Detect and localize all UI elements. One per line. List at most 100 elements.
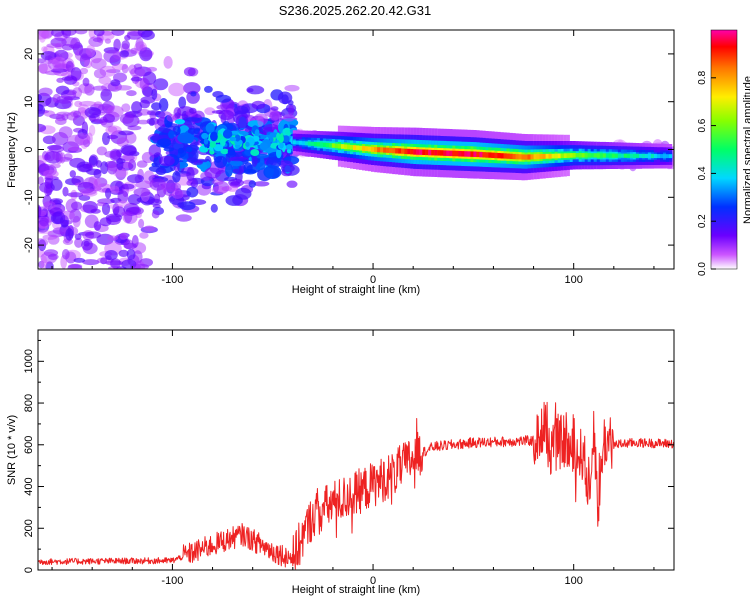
spectrogram-cell: [246, 85, 265, 95]
spectrogram-cell: [213, 144, 224, 152]
spectrogram-signal-cell: [605, 153, 609, 158]
spectrogram-cell: [121, 103, 131, 112]
spectrogram-cell: [78, 83, 93, 94]
spectrogram-cell: [204, 85, 213, 93]
spectrogram-cell: [61, 249, 70, 260]
spectrogram-cell: [43, 169, 59, 179]
spectrogram-cell: [88, 36, 104, 47]
spectrogram-signal-cell: [590, 153, 594, 158]
spectrogram-cell: [106, 69, 121, 74]
spectrogram-signal-cell: [344, 144, 348, 150]
spectrogram-cell: [222, 129, 233, 139]
colorbar-ticks: 0.0 0.2 0.4 0.6 0.8: [697, 70, 716, 276]
spectrogram-cell: [127, 194, 142, 205]
spectrogram-signal-cell: [518, 154, 522, 160]
spectrogram-cell: [67, 264, 83, 269]
spectrogram-signal-cell: [425, 149, 429, 156]
spectrogram-cell: [79, 67, 89, 75]
spectrogram-cell: [269, 110, 280, 121]
spectrogram-signal-cell: [404, 148, 408, 155]
spectrogram-cell: [233, 105, 249, 115]
spectrogram-cell: [38, 30, 47, 43]
spectrogram-cell: [159, 155, 175, 167]
spectrogram-cell: [245, 141, 250, 147]
spectrogram-signal-cell: [362, 146, 366, 151]
spectrogram-signal-cell: [566, 153, 570, 158]
colorbar-tick-label: 0.8: [697, 70, 708, 84]
spectrogram-cell: [118, 130, 134, 136]
spectrogram-signal-cell: [626, 153, 631, 158]
spectrogram-cell: [218, 109, 234, 121]
spectrogram-cell: [96, 146, 108, 156]
spectrogram-cell: [251, 100, 266, 110]
spectrogram-cell: [114, 85, 132, 91]
spectrogram-signal-cell: [611, 153, 615, 158]
spectrogram-cell: [203, 138, 209, 145]
spectrogram-cell: [227, 148, 236, 156]
spectrogram-cell: [171, 189, 184, 199]
spectrogram-cell: [251, 154, 258, 167]
spectrogram-signal-cell: [551, 153, 555, 159]
spectrogram-cell: [74, 48, 92, 62]
spectrogram-signal-cell: [660, 154, 664, 159]
spectrogram-cell: [100, 161, 109, 175]
spectrogram-signal-cell: [422, 149, 426, 155]
spectrogram-cell: [73, 110, 81, 118]
spectrogram-cell: [228, 156, 247, 162]
spectrogram-signal-cell: [666, 154, 670, 159]
spectrogram-image: [38, 30, 674, 269]
spectrogram-signal-cell: [295, 140, 299, 145]
spectrogram-cell: [263, 165, 282, 180]
spectrogram-signal-cell: [584, 153, 588, 158]
spectrogram-cell: [41, 46, 48, 52]
spectrogram-signal-cell: [533, 154, 537, 160]
spectrogram-signal-cell: [398, 148, 402, 154]
spectrogram-cell: [243, 168, 257, 175]
spectrogram-cell: [69, 44, 83, 49]
spectrogram-signal-cell: [530, 154, 534, 160]
spectrogram-signal-cell: [313, 142, 318, 147]
spectrogram-cell: [161, 182, 179, 192]
spectrogram-cell: [186, 157, 199, 163]
spectrogram-cell: [106, 235, 119, 241]
spectrogram-cell: [126, 248, 136, 261]
spectrogram-cell: [38, 104, 46, 117]
spectrogram-cell: [130, 47, 138, 55]
spectrogram-signal-cell: [410, 149, 414, 155]
spectrogram-cell: [153, 78, 169, 91]
spectrogram-cell: [54, 42, 64, 50]
spectrogram-cell: [121, 183, 135, 190]
spectrogram-signal-cell: [350, 144, 354, 150]
spectrogram-signal-cell: [365, 146, 369, 152]
spectrogram-cell: [139, 44, 146, 51]
spectrogram-signal-cell: [359, 145, 363, 151]
spectrogram-signal-cell: [431, 149, 435, 156]
spectrogram-cell: [52, 151, 59, 161]
spectrogram-cell: [116, 200, 130, 207]
spectrogram-cell: [78, 100, 97, 107]
spectrogram-cell: [126, 31, 143, 40]
spectrogram-signal-cell: [548, 153, 552, 159]
spectrogram-cell: [248, 180, 256, 188]
spectrogram-cell: [139, 99, 150, 109]
spectrogram-cell: [146, 66, 158, 72]
spectrogram-cell: [253, 181, 270, 187]
spectrogram-cell: [286, 148, 292, 154]
spectrogram-cell: [282, 135, 290, 143]
spectrogram-cell: [128, 206, 144, 215]
spectrogram-cell: [52, 211, 66, 225]
spectrogram-cell: [175, 214, 192, 222]
spectrogram-cell: [269, 111, 282, 122]
spectrogram-signal-cell: [341, 144, 345, 149]
spectrogram-cell: [143, 225, 156, 232]
spectrogram-signal-cell: [524, 154, 528, 160]
spectrogram-cell: [38, 30, 54, 39]
spectrogram-cell: [128, 159, 137, 172]
spectrogram-cell: [220, 138, 226, 147]
spectrogram-cell: [71, 201, 83, 211]
spectrogram-cell: [61, 37, 78, 47]
spectrogram-cell: [140, 30, 155, 41]
spectrogram-signal-cell: [428, 149, 432, 156]
